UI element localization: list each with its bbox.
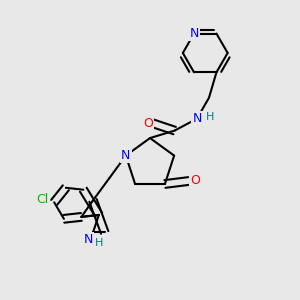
Text: O: O bbox=[143, 117, 153, 130]
Text: H: H bbox=[206, 112, 215, 122]
Text: N: N bbox=[192, 112, 202, 125]
Text: N: N bbox=[121, 149, 130, 162]
Text: N: N bbox=[189, 27, 199, 40]
Text: N: N bbox=[84, 233, 93, 246]
Text: H: H bbox=[95, 238, 103, 248]
Text: O: O bbox=[190, 175, 200, 188]
Text: Cl: Cl bbox=[36, 193, 48, 206]
